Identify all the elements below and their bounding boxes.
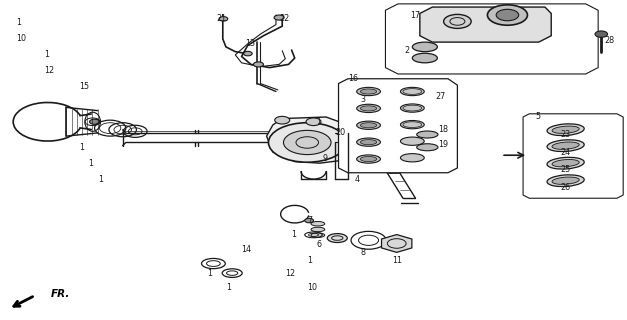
Ellipse shape — [552, 177, 579, 184]
Ellipse shape — [547, 124, 584, 136]
Text: 9: 9 — [323, 154, 328, 163]
Polygon shape — [382, 235, 412, 252]
Circle shape — [253, 62, 263, 67]
Ellipse shape — [361, 156, 377, 162]
Polygon shape — [266, 117, 351, 163]
Text: 16: 16 — [348, 74, 358, 83]
Circle shape — [274, 15, 284, 20]
Text: 6: 6 — [317, 240, 322, 249]
Ellipse shape — [547, 140, 584, 152]
Circle shape — [487, 5, 527, 25]
Text: 12: 12 — [45, 66, 55, 75]
Circle shape — [283, 130, 331, 155]
Text: 15: 15 — [79, 82, 89, 91]
Text: 2: 2 — [404, 45, 409, 55]
Circle shape — [444, 14, 471, 28]
Text: 26: 26 — [561, 183, 571, 192]
Circle shape — [219, 17, 228, 21]
Text: 21: 21 — [216, 14, 226, 23]
Text: 4: 4 — [354, 175, 359, 184]
Text: 25: 25 — [561, 165, 571, 174]
Ellipse shape — [311, 233, 325, 237]
Ellipse shape — [401, 154, 424, 162]
Ellipse shape — [357, 155, 381, 163]
Ellipse shape — [552, 142, 579, 149]
Circle shape — [275, 116, 290, 124]
Ellipse shape — [361, 140, 377, 145]
Ellipse shape — [552, 160, 579, 167]
Polygon shape — [523, 114, 623, 198]
Text: 1: 1 — [207, 268, 212, 278]
Text: 1: 1 — [88, 159, 93, 168]
Ellipse shape — [401, 87, 424, 96]
Text: 23: 23 — [561, 130, 571, 139]
Text: 22: 22 — [279, 14, 289, 23]
Text: 1: 1 — [45, 50, 50, 59]
Ellipse shape — [361, 89, 377, 94]
Text: 27: 27 — [436, 92, 446, 101]
Ellipse shape — [327, 234, 347, 243]
Polygon shape — [420, 7, 551, 42]
Polygon shape — [339, 79, 457, 173]
Text: 1: 1 — [16, 19, 21, 28]
Circle shape — [305, 218, 314, 223]
Text: 8: 8 — [361, 248, 366, 257]
Text: 28: 28 — [604, 36, 614, 45]
Text: 5: 5 — [535, 113, 540, 122]
Ellipse shape — [401, 137, 424, 145]
Text: 1: 1 — [79, 143, 84, 152]
Text: 1: 1 — [292, 230, 297, 239]
Text: FR.: FR. — [51, 289, 70, 299]
Circle shape — [268, 123, 346, 162]
Circle shape — [595, 31, 608, 37]
Ellipse shape — [357, 138, 381, 146]
Text: 19: 19 — [439, 140, 449, 148]
Circle shape — [90, 119, 100, 124]
Text: 7: 7 — [307, 216, 312, 225]
Text: 10: 10 — [307, 283, 317, 292]
Ellipse shape — [357, 104, 381, 113]
Ellipse shape — [311, 227, 325, 232]
Text: 1: 1 — [226, 283, 231, 292]
Circle shape — [306, 118, 321, 125]
Text: 24: 24 — [561, 148, 571, 156]
Ellipse shape — [401, 104, 424, 112]
Text: 20: 20 — [335, 128, 345, 137]
Ellipse shape — [552, 126, 579, 133]
Ellipse shape — [413, 42, 438, 52]
Ellipse shape — [361, 106, 377, 111]
Ellipse shape — [413, 53, 438, 63]
Text: 14: 14 — [241, 245, 251, 254]
Circle shape — [496, 9, 519, 21]
Ellipse shape — [547, 175, 584, 187]
Ellipse shape — [547, 157, 584, 169]
Circle shape — [243, 51, 252, 56]
Text: 10: 10 — [16, 35, 26, 44]
Text: 12: 12 — [285, 268, 295, 278]
Text: 17: 17 — [411, 11, 421, 20]
Text: 3: 3 — [361, 95, 366, 104]
Ellipse shape — [417, 144, 438, 151]
Ellipse shape — [357, 87, 381, 96]
Ellipse shape — [417, 131, 438, 138]
Text: 1: 1 — [317, 117, 322, 126]
Text: 1: 1 — [307, 256, 312, 265]
Ellipse shape — [357, 121, 381, 129]
Ellipse shape — [361, 123, 377, 128]
Text: 18: 18 — [439, 125, 449, 134]
Text: 11: 11 — [392, 256, 402, 265]
Ellipse shape — [401, 121, 424, 129]
Text: 1: 1 — [98, 175, 103, 184]
Text: 13: 13 — [245, 39, 255, 48]
Ellipse shape — [311, 221, 325, 226]
Polygon shape — [386, 4, 598, 74]
